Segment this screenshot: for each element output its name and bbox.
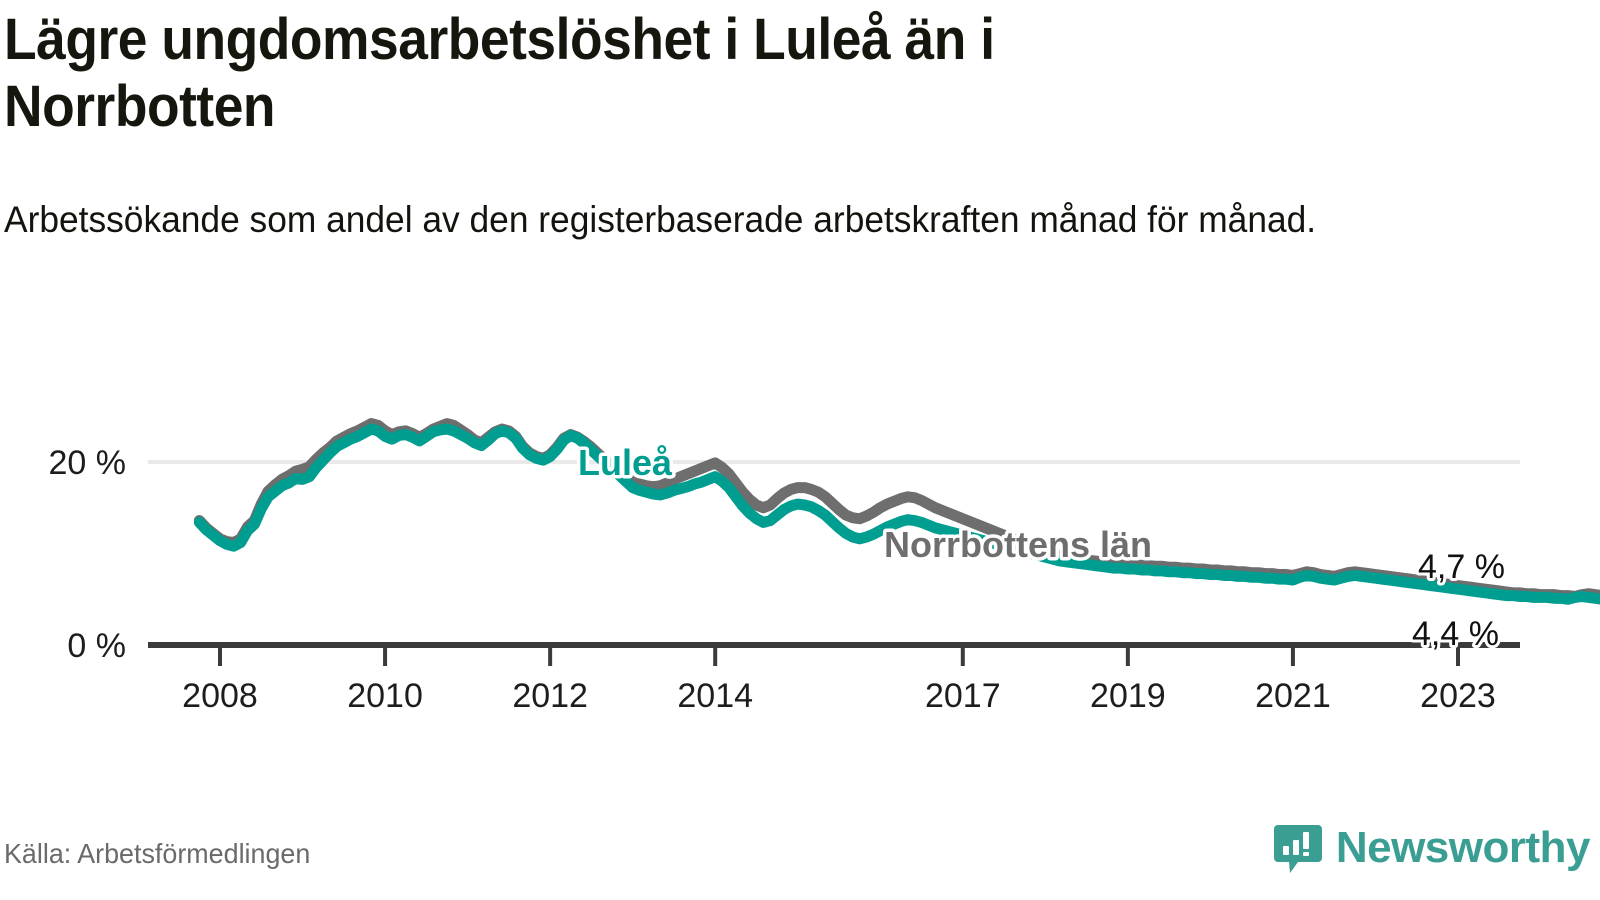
x-tick-label-2014: 2014: [677, 677, 753, 715]
y-tick-label-0: 0 %: [67, 627, 126, 665]
series-label-luleaa: Luleå: [578, 442, 673, 483]
bar-chart-speech-bubble-icon: [1273, 825, 1322, 873]
logo-wordmark: Newsworthy: [1335, 823, 1591, 872]
newsworthy-logo: Newsworthy: [1272, 822, 1591, 874]
x-tick-label-2017: 2017: [925, 677, 1001, 715]
chart-container: 0 % 20 % 2008 2010 2012 2014 2017 2019 2021 2023 …: [0, 330, 1600, 730]
page-title: Lägre ungdomsarbetslöshet i Luleå än i N…: [4, 7, 1010, 140]
end-value-label-luleaa: 4,4 %: [1412, 615, 1499, 653]
x-tick-label-2019: 2019: [1090, 677, 1166, 715]
chart-labels: Luleå Norrbottens län 4,7 % 4,4 %: [575, 439, 1508, 657]
source-note: Källa: Arbetsförmedlingen: [4, 838, 311, 869]
y-tick-label-20: 20 %: [49, 444, 127, 482]
x-tick-label-2010: 2010: [347, 677, 423, 715]
x-tick-label-2023: 2023: [1420, 677, 1496, 715]
page-subtitle: Arbetssökande som andel av den registerb…: [4, 199, 1317, 240]
series-lines: [193, 418, 1600, 605]
end-value-label-norrbotten: 4,7 %: [1418, 548, 1505, 586]
x-tick-label-2008: 2008: [182, 677, 258, 715]
x-tick-label-2021: 2021: [1255, 677, 1331, 715]
series-label-norrbotten: Norrbottens län: [884, 524, 1152, 565]
line-chart: 0 %20 %2008 2010 2012 2014 2017 2019 2021 2023 …: [49, 418, 1600, 715]
axes: 0 % 20 % 2008 2010 2012 2014 2017 2019 2021 2023: [49, 444, 1520, 715]
series-line-luleaa: [193, 423, 1600, 605]
x-tick-label-2012: 2012: [512, 677, 588, 715]
